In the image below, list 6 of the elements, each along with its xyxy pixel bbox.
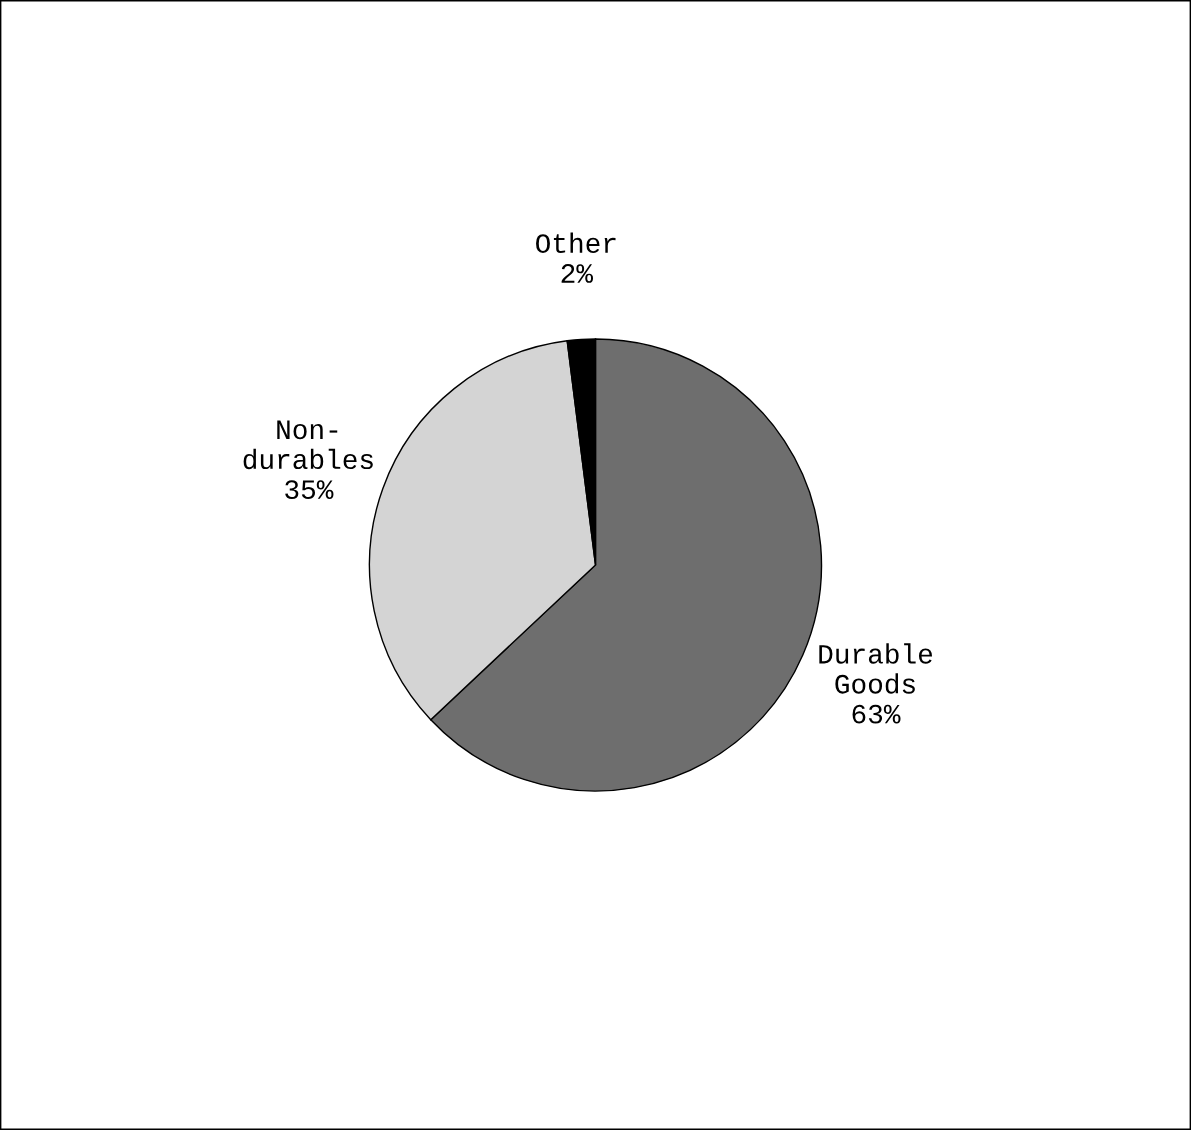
- slice-label: Non- durables: [243, 420, 373, 470]
- data-label: 2%: [561, 264, 594, 283]
- slice-label: Other: [536, 232, 616, 253]
- slice-label: Durable Goods: [819, 643, 933, 694]
- data-label: 63%: [852, 704, 901, 724]
- data-label: 35%: [285, 480, 334, 500]
